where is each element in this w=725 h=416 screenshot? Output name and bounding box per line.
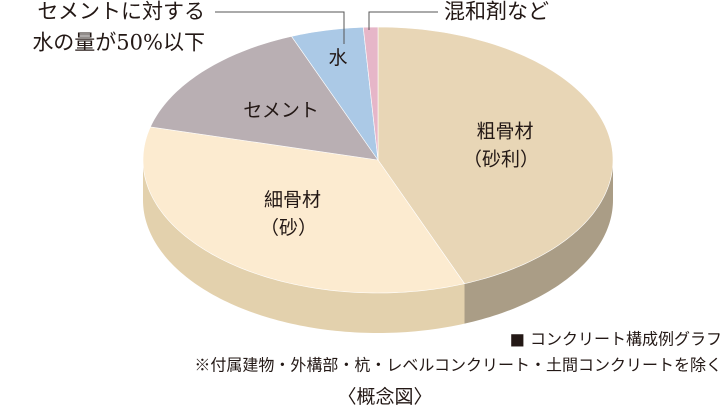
- pie: 粗骨材 （砂利） 細骨材 （砂） セメント 水: [142, 26, 614, 333]
- leader-line: [215, 11, 345, 44]
- slice: [142, 126, 466, 294]
- slice-label: セメント: [243, 100, 319, 122]
- slice: [149, 36, 379, 161]
- slice: [362, 26, 379, 161]
- slice-note: （砂利）: [463, 148, 539, 170]
- annotation: セメントに対する: [37, 0, 205, 24]
- admixture-label: 混和剤など: [444, 0, 549, 24]
- slice: [377, 26, 614, 284]
- slice-label: 水: [329, 47, 348, 69]
- slice-label: 細骨材: [264, 189, 321, 211]
- slice-note: （砂）: [260, 217, 317, 239]
- slice-side: [143, 160, 465, 333]
- note: ※付属建物・外構部・杭・レベルコンクリート・土間コンクリートを除く: [194, 356, 722, 375]
- caption: 〈概念図〉: [337, 385, 432, 408]
- leader-line: [368, 11, 438, 30]
- legend: ■ コンクリート構成例グラフ: [510, 330, 722, 349]
- slice-side: [464, 160, 613, 324]
- slice: [290, 26, 379, 161]
- annotation: 水の量が50%以下: [32, 31, 205, 55]
- slice-label: 粗骨材: [476, 120, 533, 142]
